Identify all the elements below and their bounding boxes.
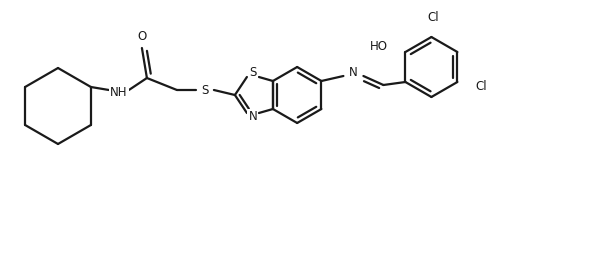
Text: N: N — [349, 67, 358, 80]
Text: HO: HO — [369, 40, 387, 54]
Text: S: S — [249, 67, 256, 80]
Text: Cl: Cl — [427, 11, 439, 24]
Text: O: O — [137, 30, 147, 44]
Text: N: N — [249, 111, 258, 123]
Text: Cl: Cl — [475, 80, 487, 93]
Text: NH: NH — [110, 86, 128, 99]
Text: S: S — [201, 83, 208, 97]
